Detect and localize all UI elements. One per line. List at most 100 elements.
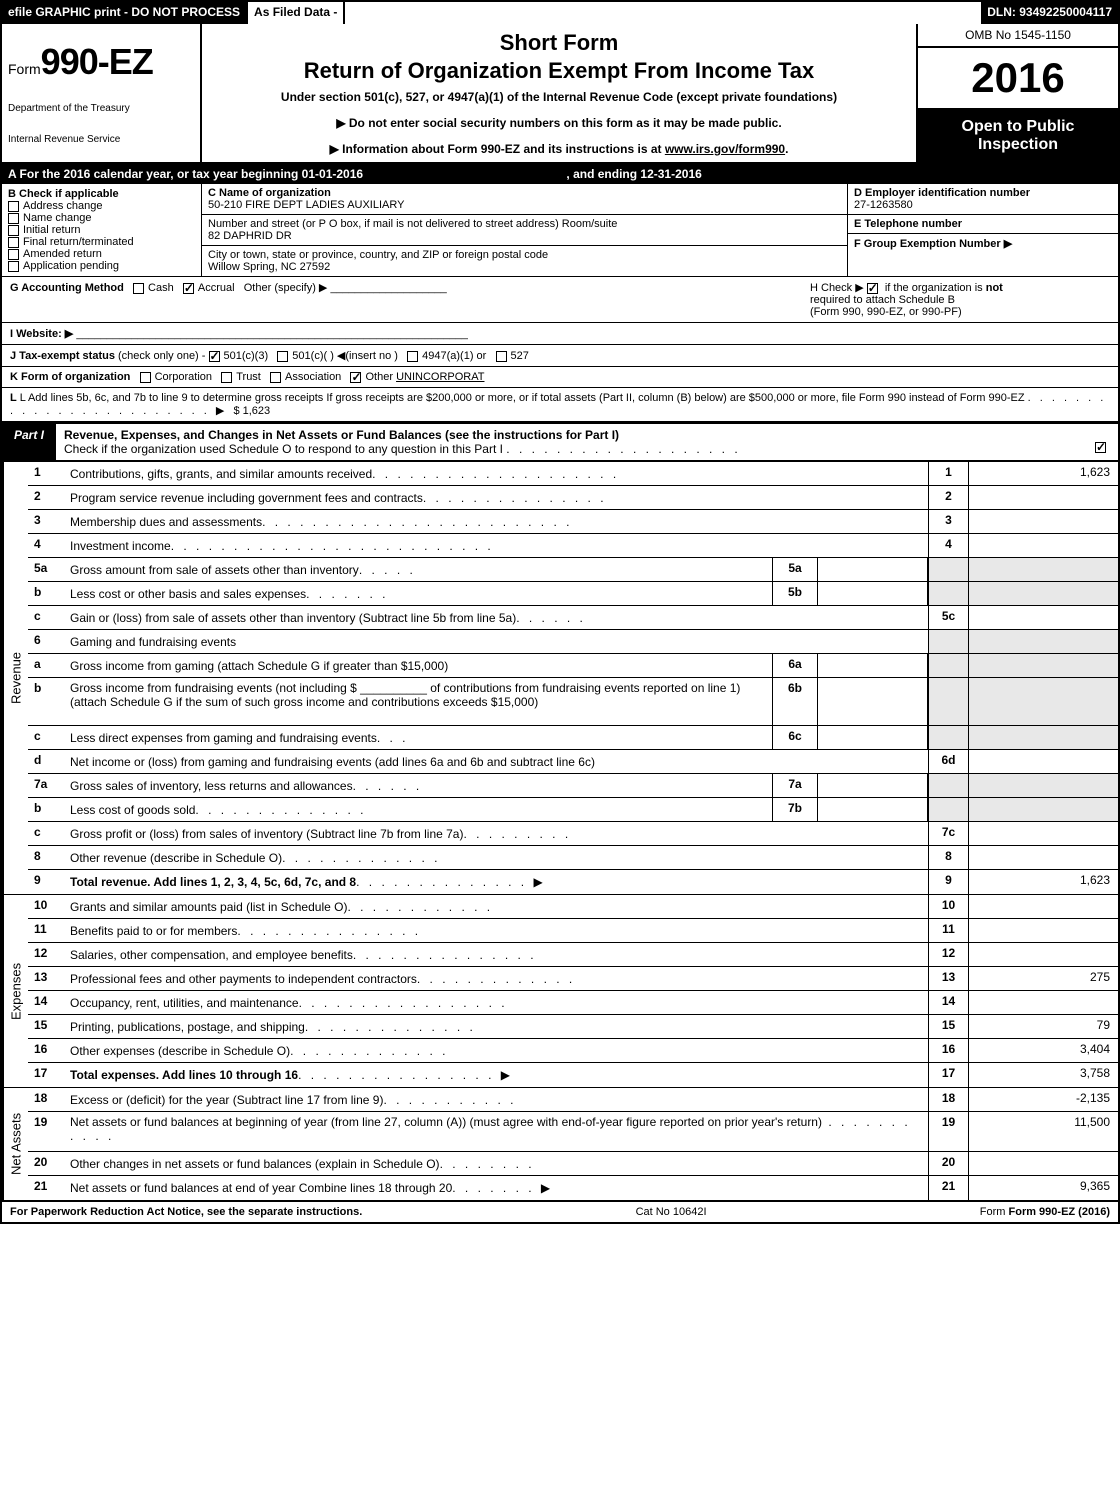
line-g: G Accounting Method Cash Accrual Other (… [10,281,810,318]
chk-final-return[interactable]: Final return/terminated [8,236,195,248]
org-name-cell: C Name of organization 50-210 FIRE DEPT … [202,184,847,215]
row-4: 4 Investment income . . . . . . . . . . … [28,534,1118,558]
val-18: -2,135 [968,1088,1118,1111]
line-i: I Website: ▶ ___________________________… [2,323,1118,345]
row-2: 2 Program service revenue including gove… [28,486,1118,510]
header-center: Short Form Return of Organization Exempt… [202,24,918,162]
b-header: B Check if applicable [8,188,195,200]
dept-treasury: Department of the Treasury [8,103,194,114]
page-footer: For Paperwork Reduction Act Notice, see … [2,1200,1118,1222]
row-21: 21 Net assets or fund balances at end of… [28,1176,1118,1200]
street-address: 82 DAPHRID DR [208,230,841,242]
row-6c: c Less direct expenses from gaming and f… [28,726,1118,750]
col-b: B Check if applicable Address change Nam… [2,184,202,276]
header-right: OMB No 1545-1150 2016 Open to Public Ins… [918,24,1118,162]
chk-application-pending[interactable]: Application pending [8,260,195,272]
chk-name-change[interactable]: Name change [8,212,195,224]
row-8: 8 Other revenue (describe in Schedule O)… [28,846,1118,870]
chk-h[interactable] [867,283,878,294]
efile-topbar: efile GRAPHIC print - DO NOT PROCESS As … [2,2,1118,24]
row-6a: a Gross income from gaming (attach Sched… [28,654,1118,678]
note-ssn: ▶ Do not enter social security numbers o… [212,116,906,130]
row-9: 9 Total revenue. Add lines 1, 2, 3, 4, 5… [28,870,1118,894]
chk-corp[interactable] [140,372,151,383]
as-filed-label: As Filed Data - [248,2,343,24]
netassets-table: Net Assets 18 Excess or (deficit) for th… [2,1087,1118,1200]
val-13: 275 [968,967,1118,990]
val-21: 9,365 [968,1176,1118,1200]
row-1: 1 Contributions, gifts, grants, and simi… [28,462,1118,486]
row-20: 20 Other changes in net assets or fund b… [28,1152,1118,1176]
line-l-amount: $ 1,623 [233,405,270,417]
side-revenue: Revenue [2,462,28,894]
part-i-tag: Part I [2,424,56,460]
row-10: 10 Grants and similar amounts paid (list… [28,895,1118,919]
ein-cell: D Employer identification number 27-1263… [848,184,1118,215]
form-header: Form990-EZ Department of the Treasury In… [2,24,1118,164]
row-7a: 7a Gross sales of inventory, less return… [28,774,1118,798]
title-short-form: Short Form [212,30,906,56]
row-6: 6 Gaming and fundraising events [28,630,1118,654]
chk-accrual[interactable] [183,283,194,294]
chk-527[interactable] [496,351,507,362]
row-7b: b Less cost of goods sold . . . . . . . … [28,798,1118,822]
part-i-title: Revenue, Expenses, and Changes in Net As… [56,424,1118,460]
chk-assoc[interactable] [270,372,281,383]
other-org-value: UNINCORPORAT [396,371,484,383]
section-a: A For the 2016 calendar year, or tax yea… [2,164,1118,184]
row-14: 14 Occupancy, rent, utilities, and maint… [28,991,1118,1015]
row-18: 18 Excess or (deficit) for the year (Sub… [28,1088,1118,1112]
val-16: 3,404 [968,1039,1118,1062]
row-19: 19 Net assets or fund balances at beginn… [28,1112,1118,1152]
chk-other-org[interactable] [350,372,361,383]
line-h: H Check ▶ if the organization is not req… [810,281,1110,318]
org-name: 50-210 FIRE DEPT LADIES AUXILIARY [208,199,841,211]
chk-address-change[interactable]: Address change [8,200,195,212]
row-13: 13 Professional fees and other payments … [28,967,1118,991]
chk-schedule-o[interactable] [1095,442,1106,453]
tax-year: 2016 [918,48,1118,110]
row-6d: d Net income or (loss) from gaming and f… [28,750,1118,774]
val-17: 3,758 [968,1063,1118,1087]
row-7c: c Gross profit or (loss) from sales of i… [28,822,1118,846]
addr-cell: Number and street (or P O box, if mail i… [202,215,847,246]
row-5c: c Gain or (loss) from sale of assets oth… [28,606,1118,630]
footer-left: For Paperwork Reduction Act Notice, see … [10,1206,362,1218]
val-15: 79 [968,1015,1118,1038]
irs-link[interactable]: www.irs.gov/form990 [665,142,785,156]
row-16: 16 Other expenses (describe in Schedule … [28,1039,1118,1063]
dept-irs: Internal Revenue Service [8,134,194,145]
chk-initial-return[interactable]: Initial return [8,224,195,236]
col-def: D Employer identification number 27-1263… [848,184,1118,276]
form-number: Form990-EZ [8,41,194,83]
col-c: C Name of organization 50-210 FIRE DEPT … [202,184,848,276]
chk-trust[interactable] [221,372,232,383]
line-l: L L Add lines 5b, 6c, and 7b to line 9 t… [2,388,1118,422]
line-k: K Form of organization Corporation Trust… [2,367,1118,388]
omb-number: OMB No 1545-1150 [918,24,1118,48]
row-bcdef: B Check if applicable Address change Nam… [2,184,1118,277]
chk-501c3[interactable] [209,351,220,362]
chk-4947[interactable] [407,351,418,362]
row-17: 17 Total expenses. Add lines 10 through … [28,1063,1118,1087]
note-info: ▶ Information about Form 990-EZ and its … [212,142,906,156]
title-return: Return of Organization Exempt From Incom… [212,58,906,84]
footer-right: Form Form 990-EZ (2016) [980,1206,1110,1218]
ein-value: 27-1263580 [854,199,1112,211]
expenses-table: Expenses 10 Grants and similar amounts p… [2,894,1118,1087]
open-public: Open to Public Inspection [918,110,1118,162]
row-11: 11 Benefits paid to or for members . . .… [28,919,1118,943]
line-j: J Tax-exempt status (check only one) - 5… [2,345,1118,367]
line-g-h: G Accounting Method Cash Accrual Other (… [2,277,1118,323]
chk-cash[interactable] [133,283,144,294]
dln-label: DLN: 93492250004117 [981,2,1118,24]
footer-mid: Cat No 10642I [636,1206,707,1218]
val-19: 11,500 [968,1112,1118,1151]
chk-501c[interactable] [277,351,288,362]
side-expenses: Expenses [2,895,28,1087]
row-12: 12 Salaries, other compensation, and emp… [28,943,1118,967]
row-6b: b Gross income from fundraising events (… [28,678,1118,726]
phone-cell: E Telephone number [848,215,1118,234]
chk-amended-return[interactable]: Amended return [8,248,195,260]
row-15: 15 Printing, publications, postage, and … [28,1015,1118,1039]
